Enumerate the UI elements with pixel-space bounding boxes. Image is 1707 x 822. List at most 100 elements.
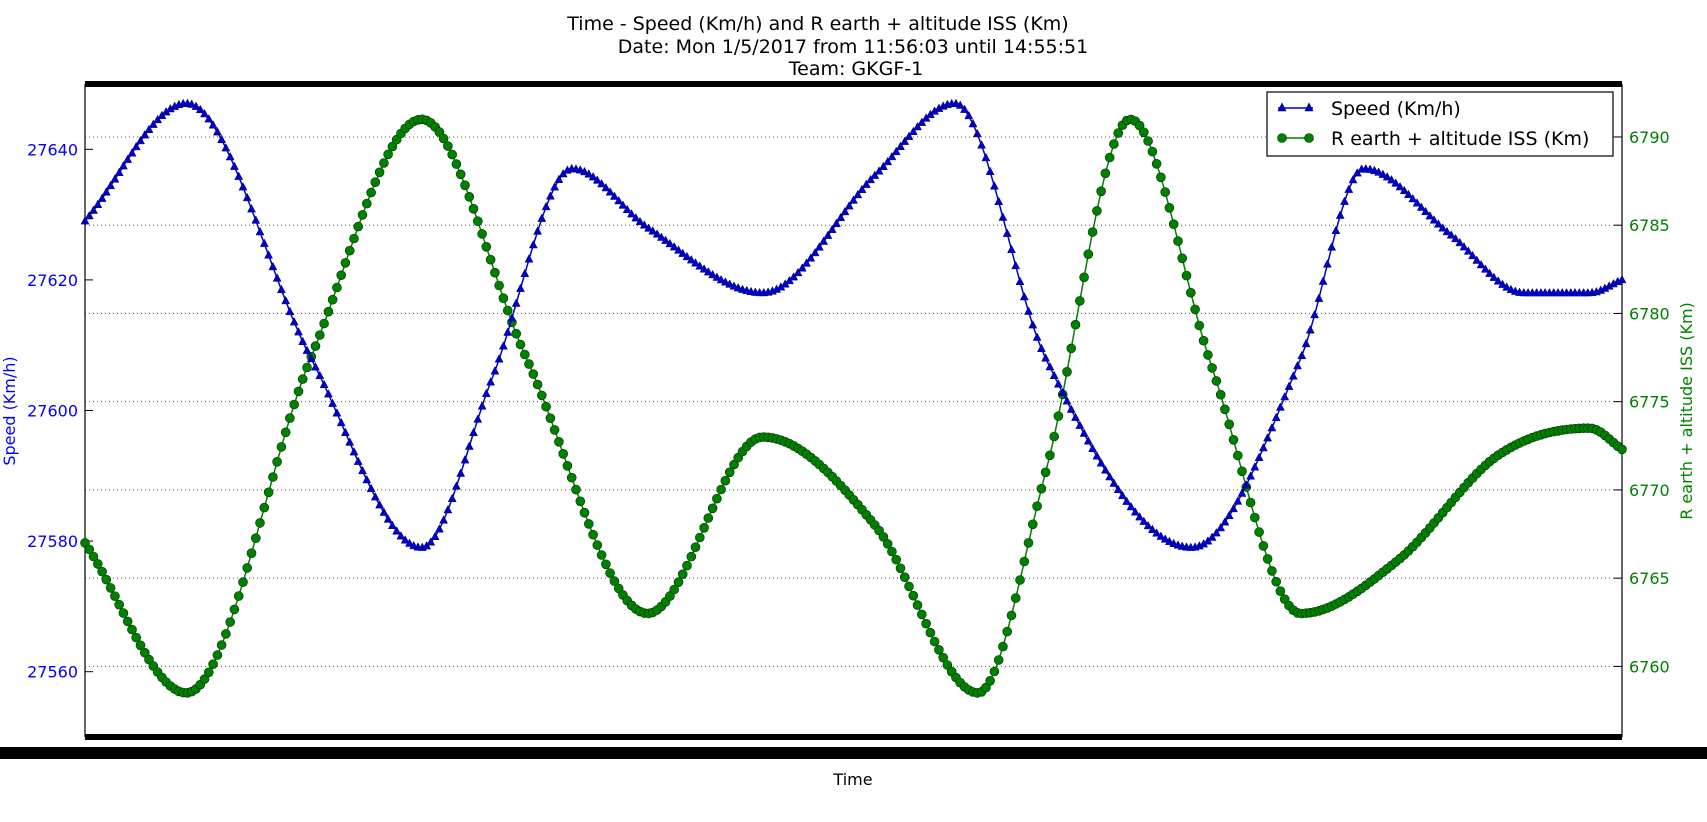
speed-point (1318, 276, 1328, 285)
altitude-point (349, 233, 359, 244)
speed-point (148, 119, 158, 128)
right-y-ticks: 6760 6765 6770 6775 6780 6785 6790 (1614, 128, 1670, 676)
altitude-point (1023, 538, 1034, 548)
speed-point (1062, 396, 1072, 405)
speed-point (1425, 211, 1435, 220)
speed-point (682, 251, 692, 261)
altitude-point (1070, 319, 1081, 330)
altitude-point (1173, 236, 1183, 246)
altitude-point (1109, 139, 1119, 149)
speed-point (1451, 233, 1460, 243)
speed-point (669, 242, 679, 251)
speed-point (900, 136, 910, 145)
altitude-point (707, 503, 718, 514)
speed-point (89, 205, 98, 214)
altitude-point (887, 546, 897, 557)
speed-point (1493, 276, 1503, 285)
altitude-point (1233, 450, 1243, 461)
speed-point (823, 230, 833, 239)
altitude-point (934, 644, 944, 655)
altitude-point (447, 149, 458, 160)
speed-point (1211, 528, 1221, 537)
speed-point (84, 210, 94, 220)
speed-point (1459, 242, 1469, 251)
altitude-point (323, 306, 334, 317)
grid-lines (85, 136, 1622, 667)
altitude-point (545, 413, 556, 424)
speed-point (917, 117, 927, 126)
speed-point (1498, 279, 1507, 288)
altitude-point (383, 149, 393, 160)
speed-point (503, 327, 513, 336)
altitude-point (566, 472, 577, 483)
speed-point (1463, 246, 1473, 255)
altitude-point (1143, 136, 1153, 146)
speed-point (306, 353, 316, 363)
altitude-point (332, 282, 342, 293)
speed-point (294, 327, 303, 336)
right-tick-label: 6760 (1629, 657, 1670, 676)
altitude-point (135, 640, 146, 651)
altitude-point (1254, 527, 1264, 537)
speed-point (1446, 230, 1456, 239)
altitude-point (238, 577, 248, 588)
speed-point (498, 341, 508, 350)
altitude-point (515, 339, 526, 350)
speed-point (1049, 370, 1059, 379)
altitude-point (1139, 127, 1149, 138)
speed-point (614, 195, 624, 205)
speed-point (1071, 412, 1080, 421)
altitude-point (1032, 501, 1042, 512)
speed-point (635, 216, 645, 226)
altitude-point (1181, 270, 1192, 281)
altitude-point (1151, 159, 1162, 169)
altitude-point (1194, 320, 1205, 331)
altitude-point (280, 427, 291, 438)
altitude-point (1100, 168, 1111, 179)
legend-altitude-swatch (1277, 133, 1314, 143)
speed-point (259, 238, 269, 247)
speed-point (281, 295, 291, 305)
speed-point (1399, 185, 1409, 195)
speed-point (1246, 471, 1256, 480)
altitude-point (1250, 512, 1260, 523)
speed-point (1301, 338, 1311, 348)
altitude-point (686, 551, 697, 562)
speed-point (1028, 320, 1038, 329)
speed-point (789, 272, 799, 281)
altitude-point (669, 584, 680, 595)
altitude-point (1245, 497, 1256, 508)
speed-point (144, 124, 154, 133)
altitude-point (1156, 172, 1166, 183)
altitude-point (464, 192, 475, 202)
speed-point (1233, 496, 1243, 505)
altitude-point (724, 467, 735, 478)
altitude-point (361, 198, 372, 209)
speed-point (276, 284, 286, 294)
speed-point (238, 182, 248, 191)
speed-point (1075, 420, 1085, 429)
altitude-point (1096, 186, 1106, 197)
altitude-point (720, 475, 731, 486)
speed-point (332, 408, 342, 417)
speed-point (955, 100, 965, 109)
altitude-point (1075, 296, 1085, 306)
left-tick-label: 27580 (27, 532, 78, 551)
speed-point (1348, 174, 1358, 184)
speed-point (1143, 520, 1153, 530)
speed-point (127, 148, 137, 157)
altitude-point (1267, 566, 1277, 576)
speed-point (648, 226, 658, 235)
altitude-point (127, 624, 137, 635)
speed-point (473, 414, 483, 423)
speed-point (345, 437, 355, 446)
speed-point (849, 195, 858, 204)
speed-point (511, 298, 521, 307)
speed-point (1263, 433, 1273, 442)
speed-point (204, 114, 214, 123)
altitude-point (1224, 419, 1234, 430)
speed-point (968, 118, 978, 128)
altitude-point (1207, 363, 1217, 373)
altitude-point (989, 666, 1000, 677)
speed-point (516, 283, 525, 292)
